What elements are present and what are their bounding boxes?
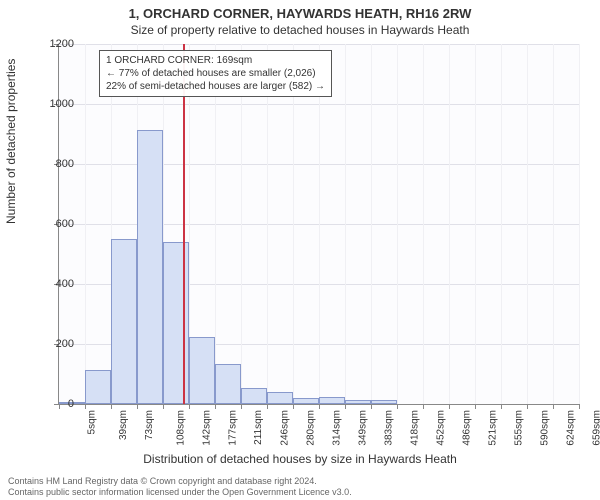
chart-area: 1 ORCHARD CORNER: 169sqm← 77% of detache… [58, 44, 578, 404]
histogram-bar [345, 400, 371, 405]
xtick-mark [293, 404, 294, 409]
chart-title: 1, ORCHARD CORNER, HAYWARDS HEATH, RH16 … [0, 0, 600, 21]
xtick-mark [111, 404, 112, 409]
ytick-label: 0 [34, 398, 74, 410]
xtick-label: 39sqm [118, 410, 129, 440]
footer-line1: Contains HM Land Registry data © Crown c… [8, 476, 352, 487]
xtick-label: 5sqm [86, 410, 97, 434]
annotation-line3: 22% of semi-detached houses are larger (… [106, 80, 325, 93]
xtick-mark [189, 404, 190, 409]
xtick-label: 177sqm [228, 410, 239, 446]
chart-subtitle: Size of property relative to detached ho… [0, 21, 600, 37]
gridline-v [371, 44, 372, 404]
gridline-v [475, 44, 476, 404]
xtick-label: 383sqm [384, 410, 395, 446]
xtick-mark [527, 404, 528, 409]
xtick-label: 590sqm [540, 410, 551, 446]
xtick-mark [137, 404, 138, 409]
ytick-label: 400 [34, 278, 74, 290]
gridline-v [293, 44, 294, 404]
histogram-bar [137, 130, 163, 405]
xtick-label: 659sqm [592, 410, 600, 446]
gridline-v [449, 44, 450, 404]
histogram-bar [215, 364, 241, 405]
annotation-box: 1 ORCHARD CORNER: 169sqm← 77% of detache… [99, 50, 332, 97]
xtick-mark [345, 404, 346, 409]
xtick-mark [371, 404, 372, 409]
xtick-mark [501, 404, 502, 409]
histogram-bar [111, 239, 137, 404]
xtick-label: 211sqm [253, 410, 264, 445]
gridline-v [501, 44, 502, 404]
gridline-v [267, 44, 268, 404]
gridline-v [397, 44, 398, 404]
ytick-label: 1200 [34, 38, 74, 50]
xtick-label: 73sqm [144, 410, 155, 440]
xtick-label: 314sqm [332, 410, 343, 446]
histogram-bar [319, 397, 345, 405]
xtick-mark [163, 404, 164, 409]
xtick-label: 555sqm [514, 410, 525, 446]
footer-line2: Contains public sector information licen… [8, 487, 352, 498]
annotation-line2: ← 77% of detached houses are smaller (2,… [106, 67, 325, 80]
gridline-v [553, 44, 554, 404]
xtick-label: 280sqm [306, 410, 317, 446]
xtick-mark [215, 404, 216, 409]
histogram-bar [267, 392, 293, 404]
xtick-mark [319, 404, 320, 409]
xtick-label: 486sqm [462, 410, 473, 446]
xtick-label: 246sqm [280, 410, 291, 446]
xtick-label: 142sqm [202, 410, 213, 446]
xtick-mark [553, 404, 554, 409]
footer-attribution: Contains HM Land Registry data © Crown c… [8, 476, 352, 498]
histogram-bar [189, 337, 215, 405]
plot-region: 1 ORCHARD CORNER: 169sqm← 77% of detache… [58, 44, 579, 405]
xtick-mark [475, 404, 476, 409]
gridline-v [345, 44, 346, 404]
ytick-label: 200 [34, 338, 74, 350]
xtick-label: 108sqm [176, 410, 187, 446]
xtick-mark [85, 404, 86, 409]
annotation-line1: 1 ORCHARD CORNER: 169sqm [106, 54, 325, 67]
y-axis-label: Number of detached properties [4, 59, 18, 224]
gridline-v [527, 44, 528, 404]
xtick-mark [397, 404, 398, 409]
xtick-label: 418sqm [410, 410, 421, 446]
gridline-v [579, 44, 580, 404]
ytick-label: 1000 [34, 98, 74, 110]
gridline-v [423, 44, 424, 404]
xtick-label: 624sqm [566, 410, 577, 446]
gridline-v [85, 44, 86, 404]
ytick-label: 800 [34, 158, 74, 170]
xtick-label: 521sqm [488, 410, 499, 446]
property-marker-line [183, 44, 185, 404]
histogram-bar [241, 388, 267, 405]
xtick-mark [579, 404, 580, 409]
histogram-bar [293, 398, 319, 404]
xtick-mark [267, 404, 268, 409]
gridline-v [241, 44, 242, 404]
histogram-bar [85, 370, 111, 405]
xtick-label: 349sqm [358, 410, 369, 446]
xtick-mark [423, 404, 424, 409]
histogram-bar [163, 242, 189, 404]
x-axis-label: Distribution of detached houses by size … [0, 452, 600, 466]
ytick-label: 600 [34, 218, 74, 230]
xtick-label: 452sqm [436, 410, 447, 446]
gridline-v [319, 44, 320, 404]
chart-container: 1, ORCHARD CORNER, HAYWARDS HEATH, RH16 … [0, 0, 600, 500]
xtick-mark [241, 404, 242, 409]
xtick-mark [449, 404, 450, 409]
histogram-bar [371, 400, 397, 405]
gridline-v [215, 44, 216, 404]
